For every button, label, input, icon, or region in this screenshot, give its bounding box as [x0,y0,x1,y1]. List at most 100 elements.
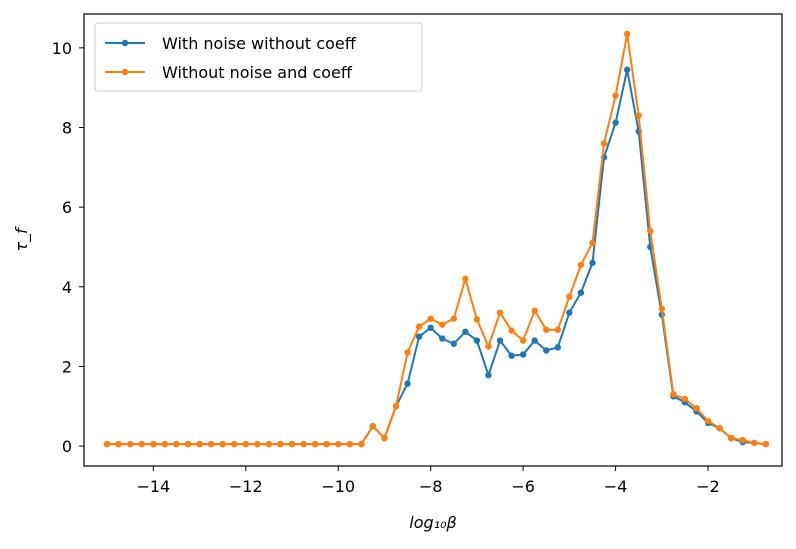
data-point [566,309,573,316]
data-point [543,326,550,333]
data-point [265,440,273,448]
data-point [439,335,446,342]
data-point [346,440,353,448]
data-point [623,30,631,38]
data-point [531,337,538,344]
data-point [727,434,735,442]
data-point [635,112,642,119]
y-tick-label: 2 [62,357,72,376]
data-point [496,337,504,344]
x-tick-label: −2 [696,477,720,496]
data-point [450,315,457,322]
y-tick-label: 8 [62,118,72,137]
data-point [404,349,411,356]
data-point [311,440,319,448]
data-point [589,259,596,267]
data-point [623,66,631,73]
legend-label: Without noise and coeff [162,63,353,82]
data-point [231,440,238,448]
data-point [150,440,157,448]
data-point [103,440,111,448]
data-point [242,440,249,448]
axis-labels: log₁₀β τ_f [12,226,457,532]
data-point [670,391,677,398]
series-layer [103,30,770,448]
data-point [161,440,169,448]
series-line [107,32,766,446]
data-point [485,372,492,379]
legend-swatch-marker [121,68,129,76]
x-tick-label: −6 [511,477,535,496]
data-point [543,347,550,354]
data-point [207,440,215,448]
data-point [508,327,515,334]
data-point [439,321,446,328]
y-axis-label: τ_f [12,226,32,252]
data-point [369,422,377,430]
data-point [508,352,515,359]
data-point [392,403,400,410]
data-point [531,307,538,314]
data-point [415,333,423,340]
x-tick-label: −12 [229,477,263,496]
x-tick-label: −14 [136,477,170,496]
x-axis: −14 −12 −10 −8 −6 −4 −2 [136,466,720,496]
legend-label: With noise without coeff [162,34,357,53]
legend-box [94,22,423,92]
series-2 [103,30,770,448]
x-tick-label: −8 [419,477,443,496]
data-point [138,440,145,448]
series-1 [103,66,770,448]
x-tick-label: −4 [604,477,628,496]
series-line [107,68,766,446]
data-point [566,293,573,300]
data-point [519,351,527,358]
data-point [647,227,654,235]
data-point [658,305,666,312]
data-point [288,440,296,448]
data-point [473,316,481,323]
data-point [554,326,562,333]
data-point [358,440,365,448]
data-point [519,337,527,344]
data-point [381,434,388,442]
data-point [450,340,457,347]
legend-swatch-marker [121,39,129,47]
plot-frame [83,13,783,467]
data-point [427,315,434,322]
data-point [335,440,342,448]
data-point [589,239,596,247]
data-point [127,440,134,448]
data-point [485,343,492,350]
y-tick-label: 6 [62,198,72,217]
data-point [554,344,562,351]
data-point [196,440,203,448]
data-point [612,119,619,126]
data-point [404,380,411,387]
data-point [300,440,307,448]
data-point [762,440,770,448]
x-tick-label: −10 [321,477,355,496]
data-point [415,323,423,330]
y-tick-label: 4 [62,278,72,297]
data-point [219,440,226,448]
data-point [577,289,585,296]
data-point [427,324,434,332]
data-point [704,417,712,425]
data-point [612,92,619,99]
legend: With noise without coeff Without noise an… [94,22,423,92]
data-point [473,337,481,344]
data-point [693,405,700,412]
data-point [681,395,689,403]
data-point [323,440,330,448]
data-point [254,440,261,448]
data-point [751,439,758,447]
data-point [277,440,284,448]
data-point [577,261,585,269]
y-tick-label: 0 [62,437,72,456]
data-point [184,440,192,448]
x-axis-label: log₁₀β [409,513,456,532]
y-tick-label: 10 [52,39,72,58]
